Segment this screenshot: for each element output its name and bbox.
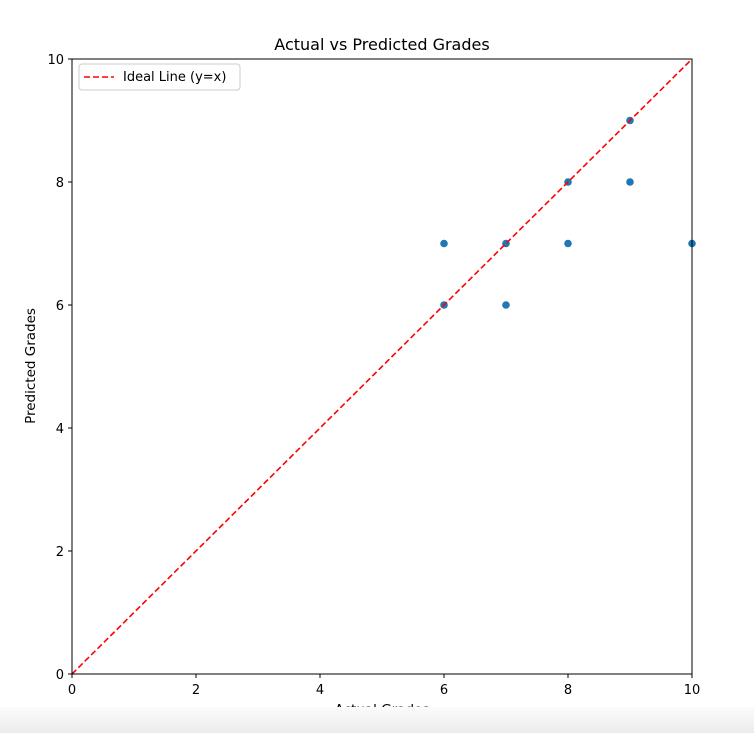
x-tick-label-0: 0 xyxy=(68,683,76,698)
legend-box xyxy=(78,63,241,91)
y-tick-label-5: 10 xyxy=(47,53,64,68)
x-tick-label-2: 4 xyxy=(316,683,324,698)
x-tick-label-5: 10 xyxy=(684,683,701,698)
y-tick-label-3: 6 xyxy=(56,299,64,314)
scatter-point-0 xyxy=(440,239,448,248)
legend: Ideal Line (y=x) xyxy=(78,63,241,91)
y-tick-label-4: 8 xyxy=(56,176,64,191)
scatter-point-3 xyxy=(502,301,510,309)
x-tick-label-3: 6 xyxy=(440,683,448,698)
plot-frame xyxy=(71,58,693,675)
x-tick-label-1: 2 xyxy=(192,683,200,698)
x-axis: 0 2 4 6 8 10 xyxy=(68,674,700,698)
scatter-point-5 xyxy=(564,239,572,248)
y-tick-label-1: 2 xyxy=(56,545,64,560)
scatter-point-7 xyxy=(626,178,634,186)
x-tick-label-4: 8 xyxy=(564,683,572,698)
data-layer xyxy=(71,58,696,675)
ideal-line xyxy=(71,58,693,675)
y-axis: 0 2 4 6 8 10 xyxy=(47,53,72,683)
y-tick-label-2: 4 xyxy=(56,422,64,437)
y-tick-label-0: 0 xyxy=(56,668,64,683)
chart-title: Actual vs Predicted Grades xyxy=(274,35,489,54)
y-axis-label: Predicted Grades xyxy=(23,308,39,424)
legend-label: Ideal Line (y=x) xyxy=(123,70,226,85)
window-bottom-edge xyxy=(0,707,754,733)
